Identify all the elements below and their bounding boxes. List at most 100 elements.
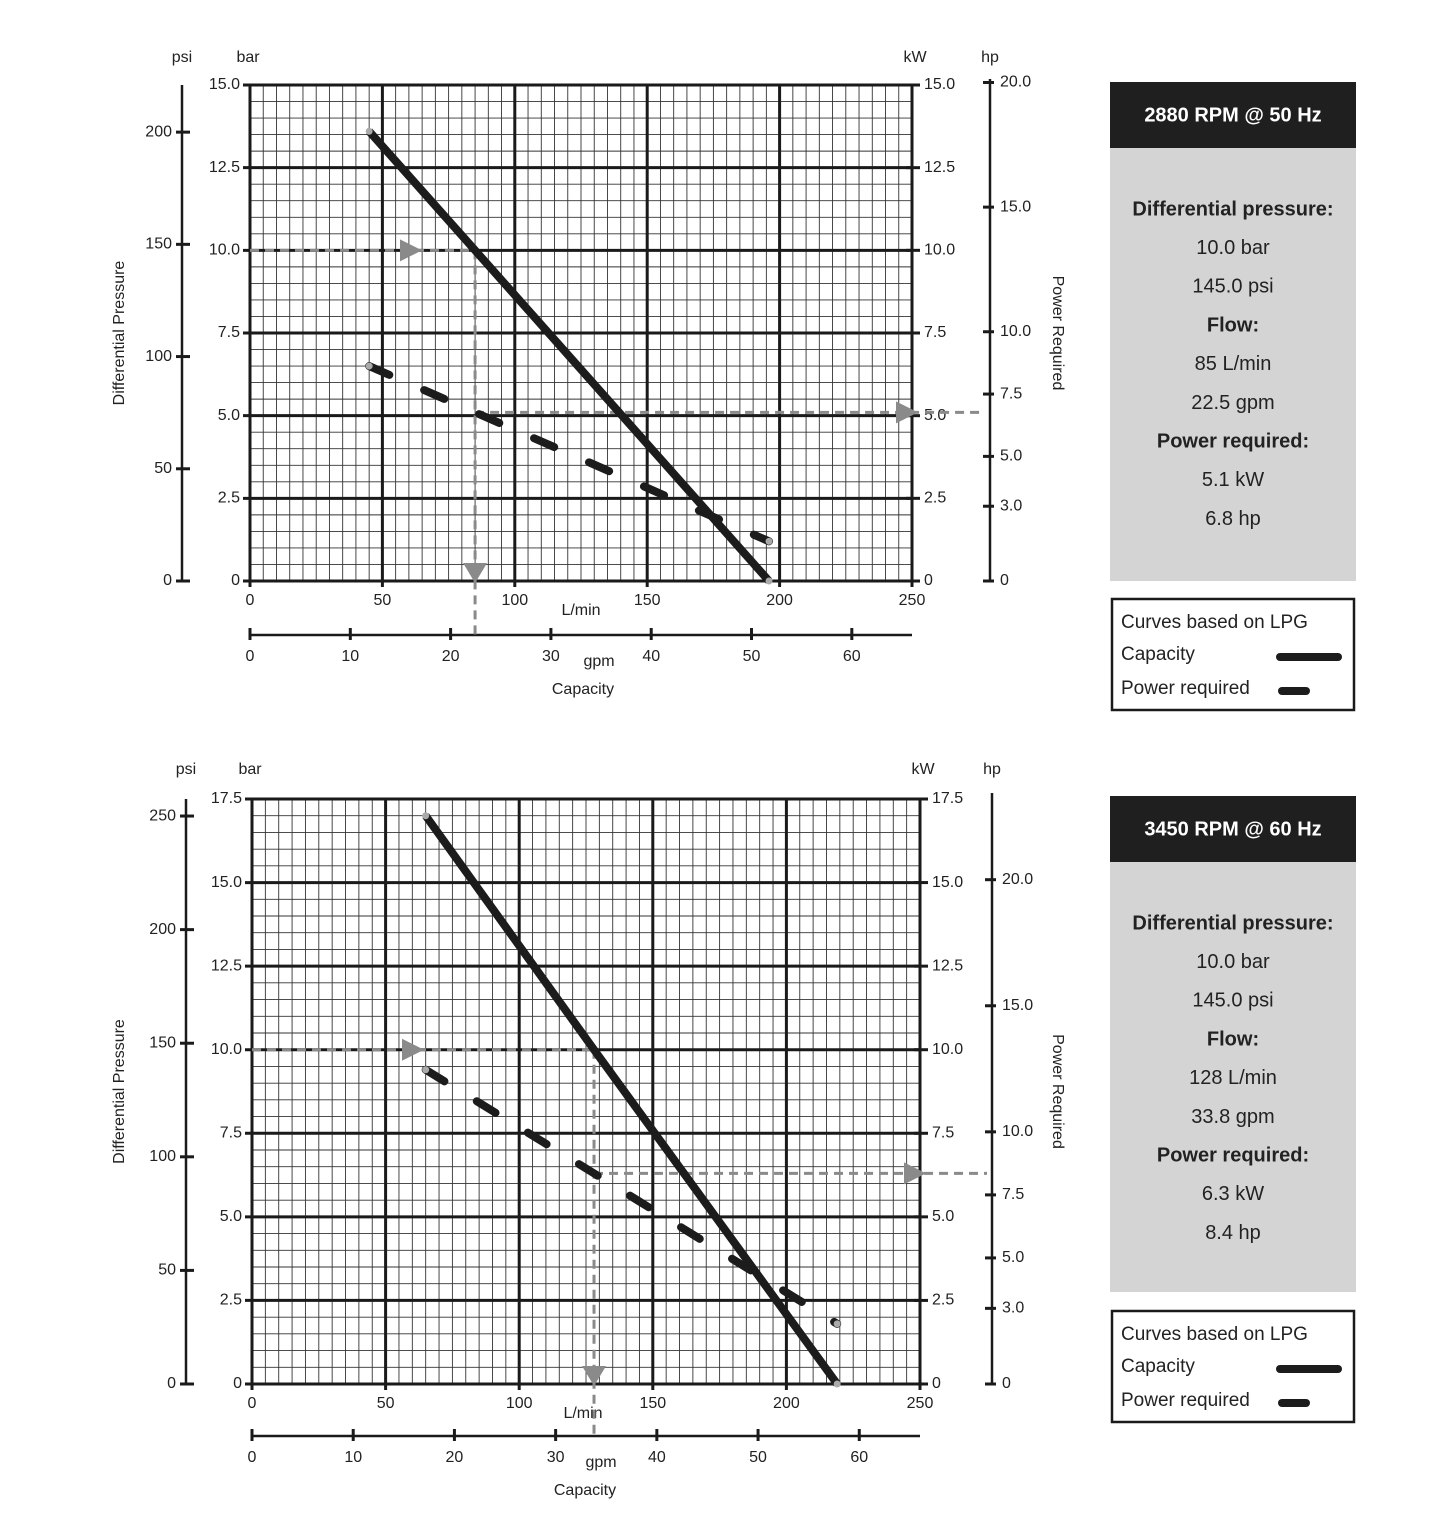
hp-tick-label: 5.0 [1000,448,1022,465]
psi-tick-label: 150 [145,236,172,253]
x-tick-label: 0 [248,1395,257,1412]
x-tick-label: 200 [773,1395,800,1412]
end-point [422,1066,430,1074]
info-heading: Flow: [1207,1028,1259,1050]
pressure-title: Differential Pressure [111,1019,128,1164]
plot-border [250,797,922,1386]
gpm-tick-label: 0 [246,648,255,665]
hp-tick-label: 3.0 [1002,1300,1024,1317]
info-heading: Power required: [1157,1144,1309,1166]
power-line [421,1065,842,1328]
arrow [402,1038,424,1061]
psi-tick-label: 100 [149,1148,176,1165]
arrow [896,401,918,424]
info-value: 8.4 hp [1205,1222,1261,1244]
y-tick-label: 7.5 [220,1125,242,1142]
psi-tick-label: 0 [167,1375,176,1392]
y2-tick-label: 7.5 [932,1125,954,1142]
gpm-tick-label: 30 [547,1449,565,1466]
hp-tick-label: 15.0 [1002,997,1033,1014]
y-tick-label: 2.5 [220,1292,242,1309]
gpm-tick-label: 20 [446,1449,464,1466]
x-tick-label: 250 [907,1395,934,1412]
psi-tick-label: 50 [158,1262,176,1279]
psi-unit: psi [172,49,192,66]
x-tick-label: 50 [374,592,392,609]
legend-note: Curves based on LPG [1121,612,1308,633]
end-point [833,1320,841,1328]
info-heading: Power required: [1157,430,1309,452]
hp-tick-label: 5.0 [1002,1249,1024,1266]
y2-tick-label: 12.5 [924,159,955,176]
y-tick-label: 5.0 [220,1208,242,1225]
info-value: 145.0 psi [1192,990,1273,1012]
y2-tick-label: 15.0 [924,76,955,93]
info-header [1110,82,1356,148]
psi-tick-label: 150 [149,1034,176,1051]
psi-unit: psi [176,761,196,778]
y2-tick-label: 2.5 [932,1292,954,1309]
x-tick-label: 150 [639,1395,666,1412]
x-unit: L/min [563,1405,602,1422]
x-tick-label: 100 [506,1395,533,1412]
info-heading: Flow: [1207,314,1259,336]
y-tick-label: 0 [233,1375,242,1392]
hp-unit: hp [981,49,999,66]
gpm-tick-label: 40 [648,1449,666,1466]
bar-unit: bar [236,49,260,66]
info-heading: Differential pressure: [1132,198,1333,220]
psi-tick-label: 50 [154,460,172,477]
y-tick-label: 17.5 [211,790,242,807]
y-tick-label: 12.5 [211,957,242,974]
x-tick-label: 200 [766,592,793,609]
y-tick-label: 15.0 [211,874,242,891]
info-body [1110,862,1356,1292]
y2-tick-label: 10.0 [932,1041,963,1058]
capacity-line [366,128,772,584]
info-value: 22.5 gpm [1191,392,1274,414]
info-value: 145.0 psi [1192,276,1273,298]
psi-tick-label: 200 [145,123,172,140]
power-title: Power Required [1049,276,1066,391]
hp-tick-label: 3.0 [1000,497,1022,514]
info-body [1110,148,1356,581]
y-tick-label: 10.0 [209,242,240,259]
y-tick-label: 7.5 [218,324,240,341]
end-point [765,537,773,545]
legend-label: Capacity [1121,1356,1195,1377]
gpm-tick-label: 30 [542,648,560,665]
gpm-tick-label: 60 [843,648,861,665]
gpm-tick-label: 10 [341,648,359,665]
gpm-tick-label: 60 [850,1449,868,1466]
gpm-tick-label: 10 [344,1449,362,1466]
y-tick-label: 10.0 [211,1041,242,1058]
arrow [904,1162,926,1185]
legend-label: Capacity [1121,644,1195,665]
info-value: 6.3 kW [1202,1183,1264,1205]
capacity-line [422,813,841,1387]
y-tick-label: 2.5 [218,490,240,507]
kw-unit: kW [911,761,935,778]
hp-tick-label: 7.5 [1000,385,1022,402]
y-tick-label: 12.5 [209,159,240,176]
y2-tick-label: 5.0 [924,407,946,424]
psi-tick-label: 250 [149,807,176,824]
y2-tick-label: 10.0 [924,242,955,259]
hp-tick-label: 0 [1002,1375,1011,1392]
x-tick-label: 50 [377,1395,395,1412]
psi-tick-label: 200 [149,921,176,938]
pressure-title: Differential Pressure [111,261,128,406]
arrow [463,563,488,583]
info-value: 128 L/min [1189,1067,1277,1089]
y2-tick-label: 2.5 [924,490,946,507]
gpm-tick-label: 50 [749,1449,767,1466]
arrow [400,239,422,262]
y-tick-label: 0 [231,572,240,589]
info-title: 3450 RPM @ 60 Hz [1144,818,1321,840]
hp-tick-label: 7.5 [1002,1186,1024,1203]
hp-tick-label: 0 [1000,572,1009,589]
hp-tick-label: 20.0 [1000,74,1031,91]
gpm-unit: gpm [583,653,614,670]
end-point [765,577,773,585]
